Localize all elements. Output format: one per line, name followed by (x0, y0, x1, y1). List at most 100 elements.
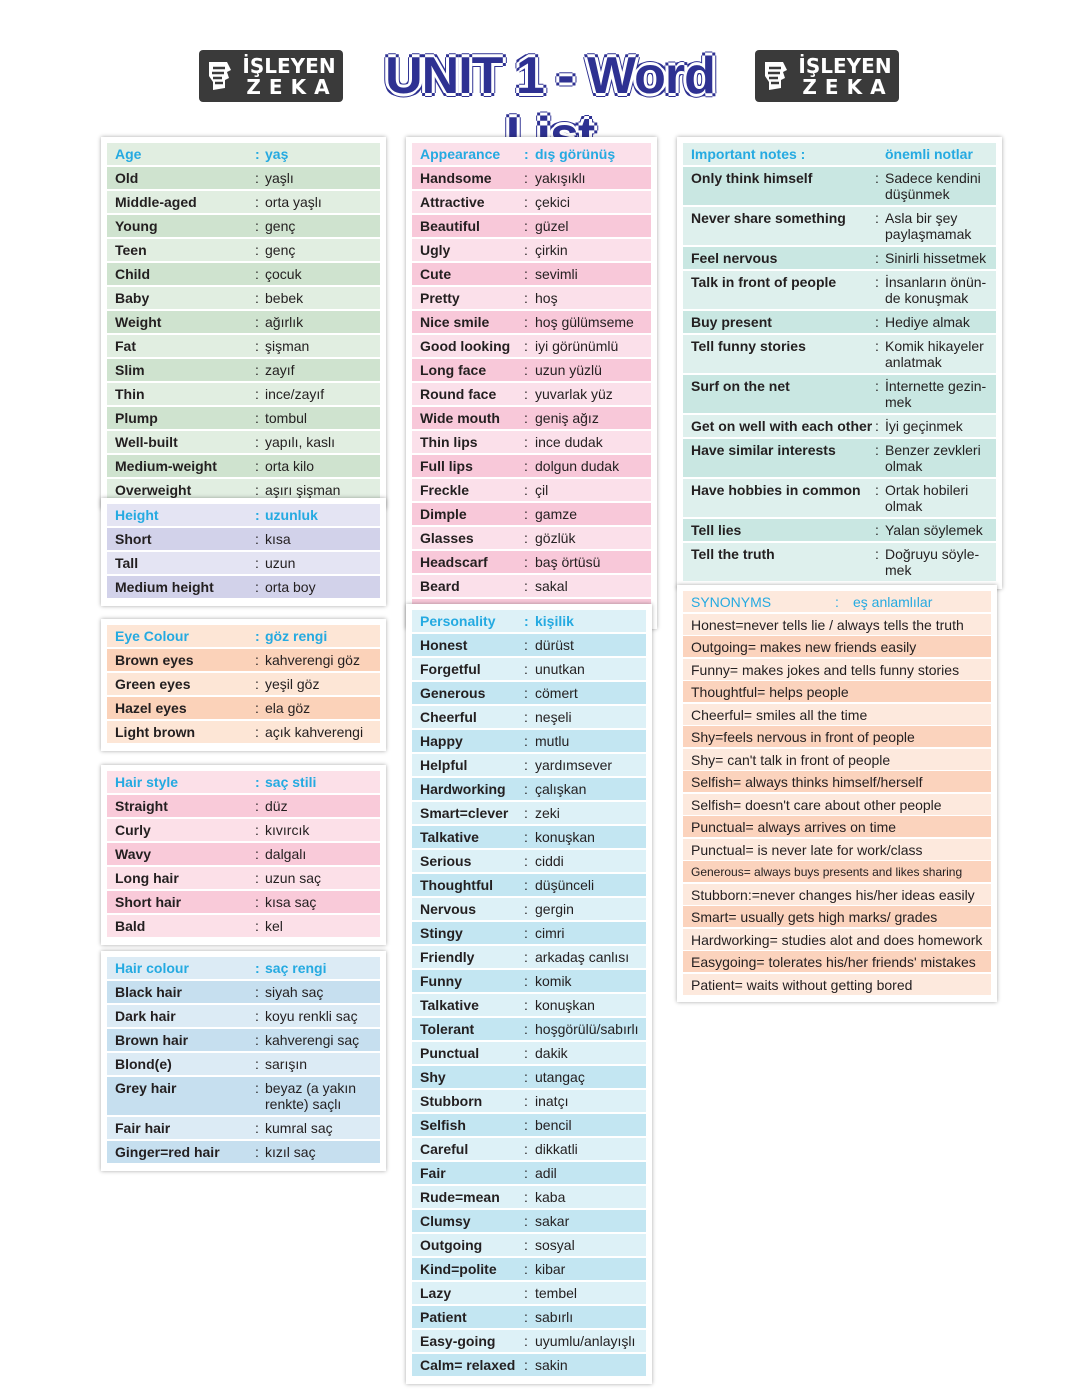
word-english: Teen (115, 242, 147, 258)
word-english: Young (115, 218, 158, 234)
synonym-row: Punctual= is never late for work/class (683, 838, 991, 860)
separator: : (524, 613, 529, 629)
section-header: Hair colour: saç rengi (107, 957, 380, 979)
separator: : (524, 1117, 528, 1133)
section-header: Personality: kişilik (412, 610, 646, 632)
word-english: Slim (115, 362, 145, 378)
separator: : (524, 194, 528, 210)
word-english: Beautiful (420, 218, 480, 234)
word-english: Talkative (420, 997, 479, 1013)
word-row: Cute: sevimli (412, 263, 651, 285)
word-english: Ugly (420, 242, 451, 258)
separator: : (255, 1008, 259, 1024)
word-turkish: neşeli (535, 709, 572, 725)
word-english: Old (115, 170, 139, 186)
word-row: Old: yaşlı (107, 167, 380, 189)
word-turkish: yakışıklı (535, 170, 586, 186)
word-english: Helpful (420, 757, 468, 773)
word-turkish: bencil (535, 1117, 572, 1133)
word-row: Curly: kıvırcık (107, 819, 380, 841)
separator: : (255, 242, 259, 258)
word-turkish: çil (535, 482, 549, 498)
synonym-row: Thoughtful= helps people (683, 681, 991, 702)
word-english: Have similar interests (691, 442, 836, 458)
word-english: Smart=clever (420, 805, 509, 821)
separator: : (524, 901, 528, 917)
separator: : (524, 781, 528, 797)
word-row: Good looking: iyi görünümlü (412, 335, 651, 357)
section-title: Hair style (115, 774, 179, 790)
word-english: Brown eyes (115, 652, 194, 668)
word-turkish: İnsanların önün-de konuşmak (885, 274, 987, 306)
word-turkish: ince dudak (535, 434, 603, 450)
logo-text-zeka: ZEKA (246, 74, 338, 99)
separator: : (524, 530, 528, 546)
word-row: Headscarf: baş örtüsü (412, 551, 651, 573)
word-english: Baby (115, 290, 150, 306)
separator: : (524, 973, 528, 989)
word-turkish: İnternette gezin-mek (885, 378, 987, 410)
word-english: Brown hair (115, 1032, 189, 1048)
word-english: Talkative (420, 829, 479, 845)
word-row: Talkative: konuşkan (412, 826, 646, 848)
word-row: Child: çocuk (107, 263, 380, 285)
separator: : (255, 386, 259, 402)
word-english: Cheerful (420, 709, 477, 725)
word-turkish: ela göz (265, 700, 311, 716)
word-turkish: inatçı (535, 1093, 569, 1109)
word-row: Short: kısa (107, 528, 380, 550)
word-row: Dark hair: koyu renkli saç (107, 1005, 380, 1027)
card-important-notes: Important notes : önemli notlar Only think… (677, 137, 1002, 589)
word-turkish: utangaç (535, 1069, 585, 1085)
head-profile-icon (765, 62, 787, 90)
word-row: Plump: tombul (107, 407, 380, 429)
separator: : (255, 798, 259, 814)
word-row: Round face: yuvarlak yüz (412, 383, 651, 405)
word-row: Handsome: yakışıklı (412, 167, 651, 189)
word-english: Thoughtful (420, 877, 494, 893)
word-row: Easy-going: uyumlu/anlayışlı (412, 1330, 646, 1352)
word-row: Brown eyes: kahverengi göz (107, 649, 380, 671)
word-turkish: sabırlı (535, 1309, 574, 1325)
word-row: Young: genç (107, 215, 380, 237)
separator: : (875, 274, 879, 290)
separator: : (524, 338, 528, 354)
word-english: Bald (115, 918, 146, 934)
word-english: Long face (420, 362, 487, 378)
isleyen-zeka-logo-right: İŞLEYEN ZEKA (755, 50, 899, 102)
word-turkish: İyi geçinmek (885, 418, 963, 434)
separator: : (524, 1165, 528, 1181)
word-turkish: kısa saç (265, 894, 317, 910)
separator: : (255, 1120, 259, 1136)
word-turkish: Yalan söylemek (885, 522, 983, 538)
separator: : (524, 829, 528, 845)
section-title: Appearance (420, 146, 501, 162)
word-row: Tell the truth: Doğruyu söyle-mek (683, 543, 996, 581)
word-english: Full lips (420, 458, 473, 474)
word-english: Plump (115, 410, 158, 426)
separator: : (524, 410, 528, 426)
word-turkish: kıvırcık (265, 822, 310, 838)
separator: : (255, 1032, 259, 1048)
separator: : (875, 170, 879, 186)
section-title: SYNONYMS (691, 594, 772, 610)
word-turkish: sakin (535, 1357, 568, 1373)
section-header: Height: uzunluk (107, 504, 380, 526)
word-english: Nervous (420, 901, 477, 917)
word-row: Hazel eyes: ela göz (107, 697, 380, 719)
word-row: Ginger=red hair: kızıl saç (107, 1141, 380, 1163)
word-english: Lazy (420, 1285, 452, 1301)
separator: : (524, 506, 528, 522)
word-english: Well-built (115, 434, 178, 450)
word-turkish: ciddi (535, 853, 564, 869)
word-row: Beautiful: güzel (412, 215, 651, 237)
separator: : (255, 458, 259, 474)
word-english: Long hair (115, 870, 179, 886)
word-english: Straight (115, 798, 168, 814)
word-row: Get on well with each other: İyi geçinmek (683, 415, 996, 437)
word-turkish: çalışkan (535, 781, 587, 797)
section-title-translation: saç stili (265, 774, 317, 790)
word-row: Wide mouth: geniş ağız (412, 407, 651, 429)
word-row: Pretty: hoş (412, 287, 651, 309)
word-row: Cheerful: neşeli (412, 706, 646, 728)
